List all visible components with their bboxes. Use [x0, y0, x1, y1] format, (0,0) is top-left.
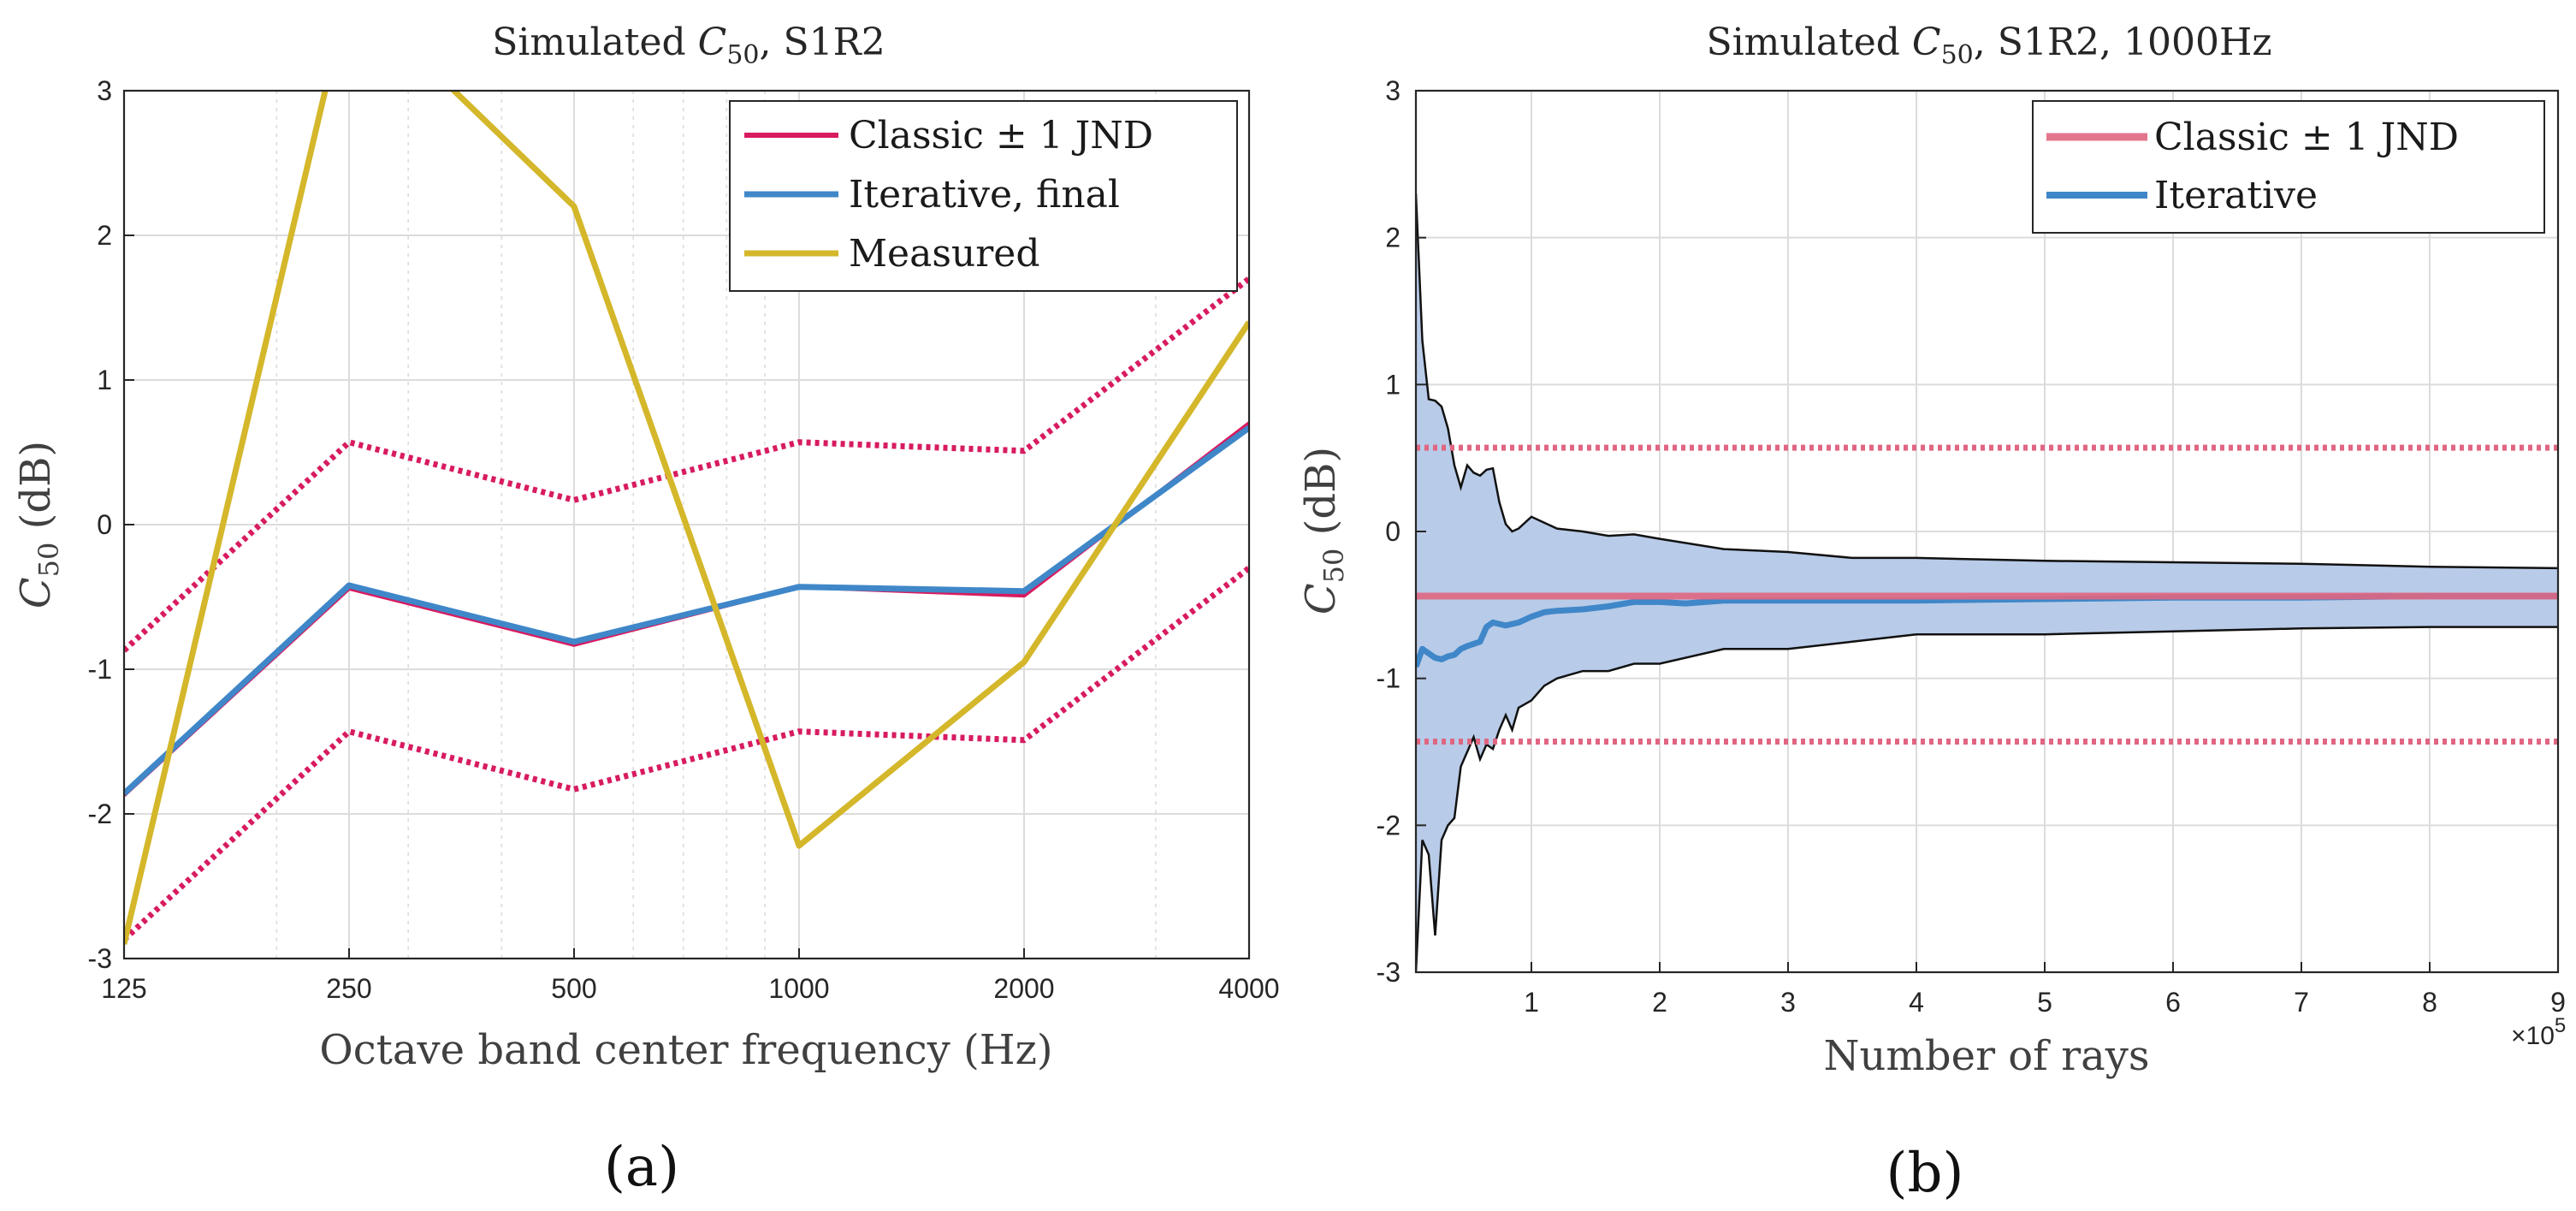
chart-a-legend: Classic ± 1 JND Iterative, final Measure… [729, 100, 1238, 292]
chart-b-xlabel: Number of rays [1824, 1032, 2150, 1080]
chart-b-y-tick-label: -2 [1377, 810, 1401, 840]
legend-a-label-measured: Measured [849, 232, 1039, 276]
legend-a-label-iterative: Iterative, final [849, 173, 1120, 217]
chart-a-y-tick-label: 2 [97, 220, 112, 251]
chart-b-x-tick-label: 1 [1524, 987, 1539, 1018]
chart-a-ylabel: C50 (dB) [12, 441, 65, 608]
chart-b-y-tick-label: -1 [1377, 663, 1401, 694]
chart-a-x-tick-label: 2000 [993, 973, 1054, 1004]
chart-b-legend: Classic ± 1 JND Iterative [2032, 100, 2545, 234]
chart-a-y-tick-label: 1 [97, 365, 112, 395]
chart-b-y-tick-label: 0 [1385, 516, 1401, 547]
chart-b-y-tick-label: 1 [1385, 369, 1401, 400]
chart-a-series-iterative-final [124, 424, 1249, 796]
chart-a-y-ticks: -3 -2 -1 0 1 2 3 [88, 75, 134, 974]
panel-label-a: (a) [604, 1136, 679, 1199]
chart-a: Simulated C50, S1R2 -3 -2 -1 0 1 2 3 125 250 500… [12, 21, 1280, 1199]
chart-b-y-tick-label: 2 [1385, 223, 1401, 253]
chart-a-y-tick-label: -2 [88, 798, 112, 829]
chart-b-x-tick-label: 5 [2037, 987, 2052, 1018]
chart-b-y-tick-label: 3 [1385, 75, 1401, 106]
chart-a-x-tick-label: 125 [101, 973, 146, 1004]
chart-b-band-upper-edge [1416, 193, 2558, 570]
chart-a-series-measured [124, 91, 1249, 945]
chart-b-x-tick-label: 4 [1909, 987, 1924, 1018]
chart-b-confidence-band [1416, 193, 2558, 972]
chart-b-y-tick-label: -3 [1377, 957, 1401, 988]
chart-b-x-ticks: 1 2 3 4 5 6 7 8 9 [1524, 962, 2566, 1018]
chart-a-x-tick-label: 500 [551, 973, 596, 1004]
chart-b-x-tick-label: 2 [1652, 987, 1667, 1018]
chart-a-y-tick-label: -3 [88, 943, 112, 974]
chart-b-x-tick-label: 9 [2550, 987, 2566, 1018]
chart-b-band [1416, 193, 2558, 972]
chart-a-y-tick-label: -1 [88, 654, 112, 685]
legend-b-label-classic: Classic ± 1 JND [2154, 116, 2459, 159]
chart-b-ylabel: C50 (dB) [1297, 447, 1350, 614]
chart-b-x-multiplier: ×105 [2511, 1014, 2566, 1050]
chart-b-series [1416, 444, 2558, 745]
chart-a-xlabel: Octave band center frequency (Hz) [319, 1026, 1052, 1074]
chart-a-title: Simulated C50, S1R2 [492, 21, 885, 70]
chart-b-legend-box [2032, 100, 2545, 234]
chart-a-series-classic-1-jnd [124, 276, 1249, 653]
chart-b-x-tick-label: 6 [2165, 987, 2181, 1018]
chart-a-series-classic-1-jnd [124, 421, 1249, 797]
chart-a-x-tick-label: 250 [326, 973, 371, 1004]
chart-a-x-tick-label: 4000 [1218, 973, 1279, 1004]
chart-b-title: Simulated C50, S1R2, 1000Hz [1706, 21, 2271, 70]
chart-a-series-classic-1-jnd [124, 565, 1249, 942]
chart-a-x-tick-label: 1000 [768, 973, 829, 1004]
panel-label-b: (b) [1886, 1142, 1964, 1205]
chart-b-x-tick-label: 8 [2422, 987, 2437, 1018]
chart-b: Simulated C50, S1R2, 1000Hz -3 -2 -1 0 1 2 3 1… [1297, 21, 2566, 1205]
chart-b-band-lower-edge [1416, 626, 2558, 972]
legend-b-label-iterative: Iterative [2154, 174, 2318, 217]
chart-b-y-ticks: -3 -2 -1 0 1 2 3 [1377, 75, 1426, 988]
chart-a-y-tick-label: 3 [97, 75, 112, 106]
chart-b-iterative-line [1416, 593, 2558, 668]
chart-b-x-tick-label: 7 [2294, 987, 2309, 1018]
chart-a-x-ticks: 125 250 500 1000 2000 4000 [101, 948, 1280, 1004]
chart-a-y-tick-label: 0 [97, 509, 112, 540]
chart-a-series [124, 91, 1249, 945]
legend-a-label-classic: Classic ± 1 JND [849, 114, 1153, 157]
chart-b-x-tick-label: 3 [1780, 987, 1796, 1018]
